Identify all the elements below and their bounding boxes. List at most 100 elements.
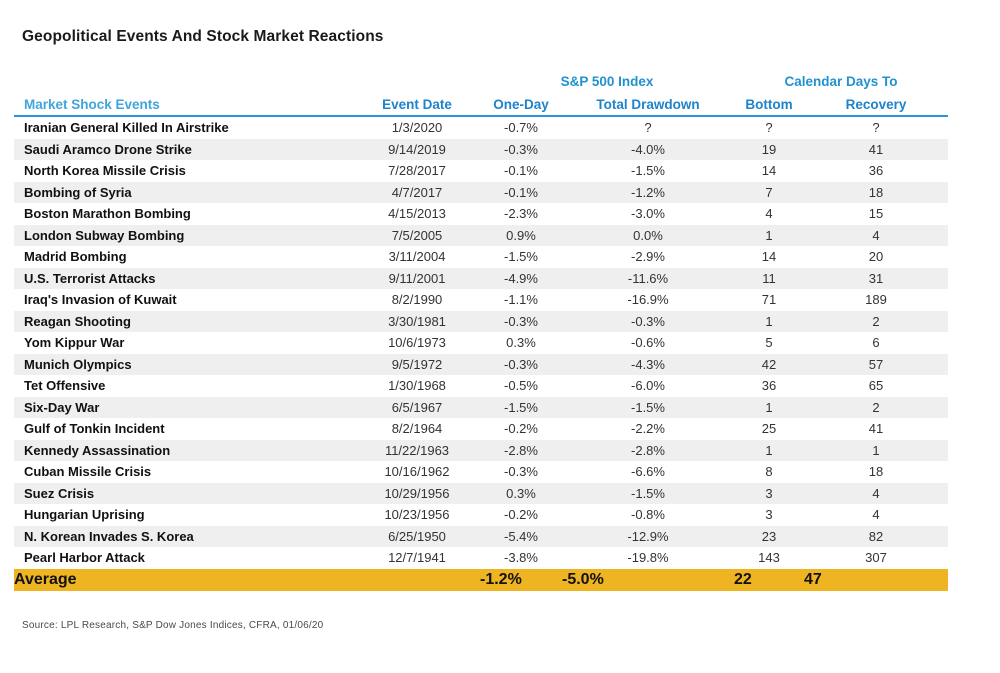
cell-event: N. Korean Invades S. Korea <box>24 528 194 544</box>
cell-event: Gulf of Tonkin Incident <box>24 421 165 436</box>
table-row: London Subway Bombing 7/5/2005 0.9% 0.0% 1 4 <box>14 224 949 246</box>
cell-event: Six-Day War <box>24 399 100 415</box>
cell-total-drawdown: -19.8% <box>627 550 669 565</box>
cell-total-drawdown: -1.2% <box>631 184 665 200</box>
cell-bottom: 42 <box>761 356 777 372</box>
cell-date: 7/5/2005 <box>391 227 443 243</box>
cell-date: 4/7/2017 <box>391 184 443 200</box>
cell-recovery: 2 <box>872 399 880 415</box>
cell-one-day: -2.3% <box>504 206 538 221</box>
cell-date: 3/30/1981 <box>388 313 446 329</box>
cell-recovery: 189 <box>865 292 887 307</box>
cell-total-drawdown: 0.0% <box>633 227 663 243</box>
cell-bottom: 11 <box>762 270 776 286</box>
cell-bottom: 14 <box>761 249 777 264</box>
cell-recovery: 31 <box>868 270 884 286</box>
cell-date: 9/14/2019 <box>388 141 446 157</box>
cell-total-drawdown: -12.9% <box>627 528 669 544</box>
cell-event: Cuban Missile Crisis <box>24 464 152 479</box>
cell-event: Iranian General Killed In Airstrike <box>24 120 229 135</box>
source-note: Source: LPL Research, S&P Dow Jones Indi… <box>22 620 324 631</box>
cell-average-recovery: 47 <box>804 570 822 588</box>
cell-bottom: 23 <box>761 528 777 544</box>
cell-event: Boston Marathon Bombing <box>24 206 191 221</box>
table-row: Saudi Aramco Drone Strike 9/14/2019 -0.3% -… <box>14 138 949 160</box>
group-header-calendar-days: Calendar Days To <box>784 74 898 89</box>
cell-bottom: 1 <box>765 399 773 415</box>
cell-event: North Korea Missile Crisis <box>24 163 186 178</box>
cell-recovery: 65 <box>868 378 884 393</box>
cell-average-bottom: 22 <box>734 570 752 588</box>
cell-date: 4/15/2013 <box>388 206 446 221</box>
table-row: Boston Marathon Bombing 4/15/2013 -2.3% -3.… <box>14 203 948 225</box>
cell-event: London Subway Bombing <box>24 227 185 243</box>
table-row: Kennedy Assassination 11/22/1963 -2.8% -2.8… <box>14 439 949 461</box>
cell-recovery: ? <box>872 120 880 135</box>
cell-recovery: 41 <box>868 141 884 157</box>
cell-total-drawdown: -1.5% <box>631 399 665 415</box>
column-header-recovery: Recovery <box>804 91 949 117</box>
cell-one-day: -4.9% <box>504 270 538 286</box>
cell-total-drawdown: -16.9% <box>627 292 669 307</box>
cell-date: 10/16/1962 <box>384 464 450 479</box>
table-body: Iranian General Killed In Airstrike 1/3/2… <box>14 116 949 569</box>
cell-one-day: -1.1% <box>504 292 538 307</box>
column-header-total-drawdown: Total Drawdown <box>562 91 734 117</box>
cell-total-drawdown: -1.5% <box>631 163 665 178</box>
cell-bottom: 5 <box>765 335 773 350</box>
cell-recovery: 6 <box>872 335 880 350</box>
table-row: Suez Crisis 10/29/1956 0.3% -1.5% 3 4 <box>14 482 949 504</box>
cell-one-day: -3.8% <box>504 550 538 565</box>
cell-one-day: -0.7% <box>504 120 538 135</box>
cell-recovery: 18 <box>868 464 884 479</box>
table-row: Iranian General Killed In Airstrike 1/3/2… <box>14 116 948 139</box>
cell-average-one-day: -1.2% <box>480 570 522 588</box>
table-row: N. Korean Invades S. Korea 6/25/1950 -5.4%… <box>14 525 949 547</box>
cell-event: Madrid Bombing <box>24 249 127 264</box>
column-header-market-shock-events: Market Shock Events <box>14 91 354 117</box>
cell-total-drawdown: ? <box>644 120 652 135</box>
cell-recovery: 1 <box>872 442 880 458</box>
cell-average-date <box>354 569 480 591</box>
cell-bottom: 25 <box>761 421 777 436</box>
cell-total-drawdown: -1.5% <box>631 485 665 501</box>
cell-date: 9/5/1972 <box>391 356 443 372</box>
cell-bottom: 1 <box>765 227 773 243</box>
cell-date: 12/7/1941 <box>388 550 446 565</box>
cell-recovery: 36 <box>868 163 884 178</box>
cell-one-day: -0.5% <box>504 378 538 393</box>
cell-date: 3/11/2004 <box>388 249 446 264</box>
cell-bottom: 1 <box>765 442 773 458</box>
cell-date: 9/11/2001 <box>388 270 446 286</box>
column-header-event-date: Event Date <box>354 91 480 117</box>
cell-one-day: 0.9% <box>506 227 536 243</box>
cell-total-drawdown: -2.2% <box>631 421 665 436</box>
table-row: Hungarian Uprising 10/23/1956 -0.2% -0.8% 3 4 <box>14 504 948 526</box>
table-row: Reagan Shooting 3/30/1981 -0.3% -0.3% 1 2 <box>14 310 949 332</box>
table-row: Pearl Harbor Attack 12/7/1941 -3.8% -19.8% 1… <box>14 547 948 569</box>
cell-recovery: 18 <box>868 184 884 200</box>
cell-total-drawdown: -2.9% <box>631 249 665 264</box>
cell-event: Suez Crisis <box>24 485 95 501</box>
cell-total-drawdown: -6.0% <box>631 378 665 393</box>
cell-recovery: 4 <box>872 227 880 243</box>
cell-average-label: Average <box>14 570 77 588</box>
cell-date: 6/25/1950 <box>388 528 446 544</box>
cell-one-day: -0.2% <box>504 507 538 522</box>
cell-total-drawdown: -0.8% <box>631 507 665 522</box>
cell-event: Bombing of Syria <box>24 184 132 200</box>
cell-one-day: -0.1% <box>504 163 538 178</box>
group-header-spacer <box>14 68 354 91</box>
cell-event: Yom Kippur War <box>24 335 125 350</box>
cell-date: 10/23/1956 <box>384 507 450 522</box>
cell-bottom: 71 <box>761 292 777 307</box>
group-header-row: S&P 500 Index Calendar Days To <box>14 68 948 91</box>
cell-date: 6/5/1967 <box>391 399 443 415</box>
cell-bottom: ? <box>765 120 773 135</box>
cell-recovery: 4 <box>872 507 880 522</box>
cell-date: 10/29/1956 <box>384 485 450 501</box>
cell-date: 11/22/1963 <box>384 442 450 458</box>
table-row: Gulf of Tonkin Incident 8/2/1964 -0.2% -2.2… <box>14 418 948 440</box>
column-header-row: Market Shock Events Event Date One-Day T… <box>14 91 949 117</box>
geopolitical-events-table: S&P 500 Index Calendar Days To Market Sh… <box>14 68 949 591</box>
